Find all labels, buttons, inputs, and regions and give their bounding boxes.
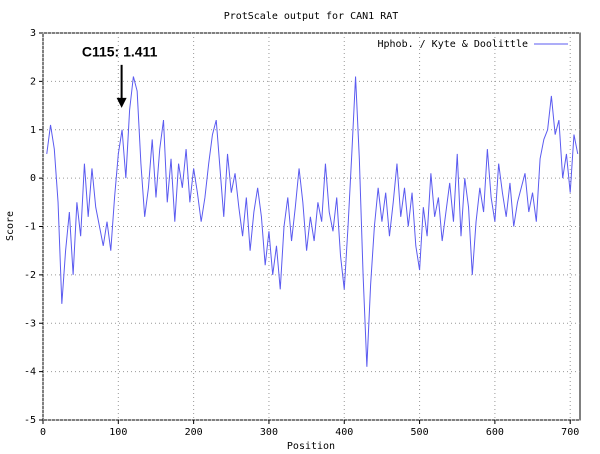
x-tick-label: 500	[411, 427, 429, 438]
x-tick-label: 700	[561, 427, 579, 438]
x-tick-label: 100	[109, 427, 127, 438]
x-tick-label: 0	[40, 427, 46, 438]
x-tick-label: 200	[185, 427, 203, 438]
y-tick-label: -5	[24, 415, 36, 426]
annotation-arrowhead	[116, 97, 127, 108]
y-tick-label: -2	[24, 270, 36, 281]
x-axis-label: Position	[287, 441, 335, 452]
x-tick-label: 600	[486, 427, 504, 438]
x-tick-label: 400	[335, 427, 353, 438]
legend-label: Hphob. / Kyte & Doolittle	[377, 39, 528, 50]
y-axis-label: Score	[5, 211, 16, 241]
y-tick-label: -1	[24, 222, 36, 233]
annotation: C115: 1.411	[82, 44, 158, 60]
y-tick-label: -4	[24, 367, 36, 378]
chart-title: ProtScale output for CAN1 RAT	[224, 11, 399, 22]
y-tick-label: -3	[24, 318, 36, 329]
y-tick-label: 2	[30, 76, 36, 87]
y-tick-label: 0	[30, 173, 36, 184]
x-tick-label: 300	[260, 427, 278, 438]
y-tick-label: 1	[30, 125, 36, 136]
y-tick-label: 3	[30, 28, 36, 39]
data-line	[46, 76, 579, 367]
